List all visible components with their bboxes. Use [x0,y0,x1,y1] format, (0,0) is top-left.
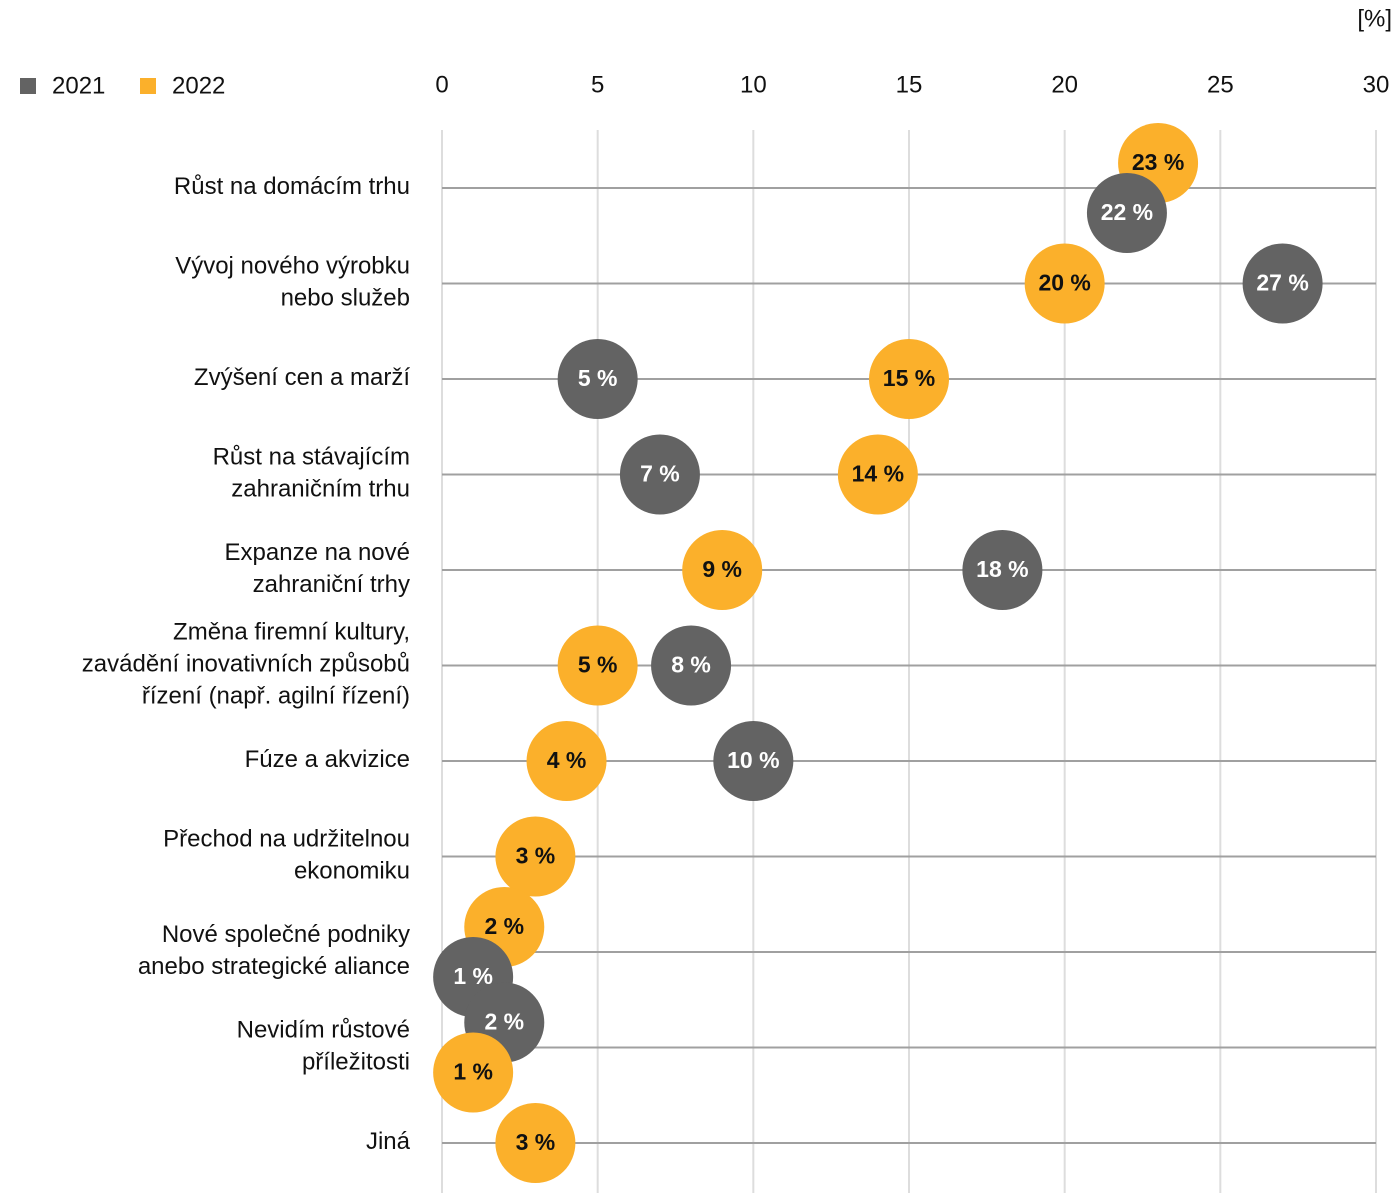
value-label: 14 % [852,461,904,487]
category-line: zavádění inovativních způsobů [82,651,410,678]
dot [619,434,700,515]
value-label: 5 % [578,365,618,391]
value-label: 10 % [727,747,779,773]
dot [557,625,638,706]
value-label: 7 % [640,461,680,487]
category-label: Zvýšení cen a marží [194,364,410,391]
category-line: Expanze na nové [225,539,410,566]
value-label: 1 % [453,963,493,989]
dot [495,1103,576,1183]
category-line: příležitosti [302,1049,410,1076]
legend-label: 2022 [172,72,225,99]
dot [433,1032,514,1113]
category-label: Vývoj nového výrobku nebo služeb [175,253,410,312]
category-label: Nevidím růstové příležitosti [237,1017,410,1076]
category-line: anebo strategické aliance [138,953,410,980]
dot [869,339,949,419]
dot [526,721,607,801]
value-label: 2 % [484,1009,524,1035]
dot [682,530,763,610]
category-line: řízení (např. agilní řízení) [142,683,410,710]
category-line: Přechod na udržitelnou [163,826,410,853]
value-label: 2 % [484,913,524,939]
category-line: Jiná [366,1128,411,1155]
value-label: 20 % [1038,270,1090,296]
legend-swatch [140,78,156,94]
category-line: Zvýšení cen a marží [194,364,410,391]
category-label: Expanze na nové zahraniční trhy [225,539,410,598]
unit-label: [%] [1357,5,1392,32]
value-label: 8 % [671,652,711,678]
legend-label: 2021 [52,72,105,99]
category-label: Změna firemní kultury, zavádění inovativn… [82,619,410,710]
dot [495,816,576,897]
category-line: ekonomiku [294,858,410,885]
x-tick-label: 5 [591,71,604,98]
dot [557,339,638,419]
x-tick-label: 20 [1051,71,1078,98]
category-line: Růst na domácím trhu [174,173,410,200]
value-label: 23 % [1132,149,1184,175]
value-label: 3 % [516,1129,556,1155]
value-label: 27 % [1256,270,1308,296]
category-label: Nové společné podniky anebo strategické a… [138,921,410,980]
category-label: Přechod na udržitelnou ekonomiku [163,826,410,885]
value-label: 18 % [976,556,1028,582]
dot [713,721,794,801]
value-label: 1 % [453,1059,493,1085]
value-label: 3 % [516,843,556,869]
x-tick-label: 15 [896,71,923,98]
dot [962,530,1043,610]
value-label: 22 % [1101,199,1153,225]
value-label: 4 % [547,747,587,773]
category-line: Fúze a akvizice [245,746,410,773]
category-label: Fúze a akvizice [245,746,410,773]
category-label: Jiná [366,1128,411,1155]
category-line: Růst na stávajícím [213,444,410,471]
dot [1024,243,1105,324]
category-label: Růst na domácím trhu [174,173,410,200]
category-line: zahraniční trhy [253,571,410,598]
x-tick-label: 25 [1207,71,1234,98]
category-line: nebo služeb [281,285,410,312]
category-line: Nové společné podniky [162,921,410,948]
x-tick-label: 0 [435,71,448,98]
x-tick-label: 30 [1363,71,1390,98]
value-label: 15 % [883,365,935,391]
category-line: Nevidím růstové [237,1017,410,1044]
category-label: Růst na stávajícím zahraničním trhu [213,444,410,503]
dot [651,625,732,706]
dot [1086,173,1167,253]
x-tick-label: 10 [740,71,767,98]
dot [837,434,918,515]
value-label: 9 % [702,556,742,582]
category-line: Vývoj nového výrobku [175,253,410,280]
value-label: 5 % [578,652,618,678]
category-line: zahraničním trhu [231,476,410,503]
legend-swatch [20,78,36,94]
category-line: Změna firemní kultury, [173,619,410,646]
dot [1242,243,1323,324]
